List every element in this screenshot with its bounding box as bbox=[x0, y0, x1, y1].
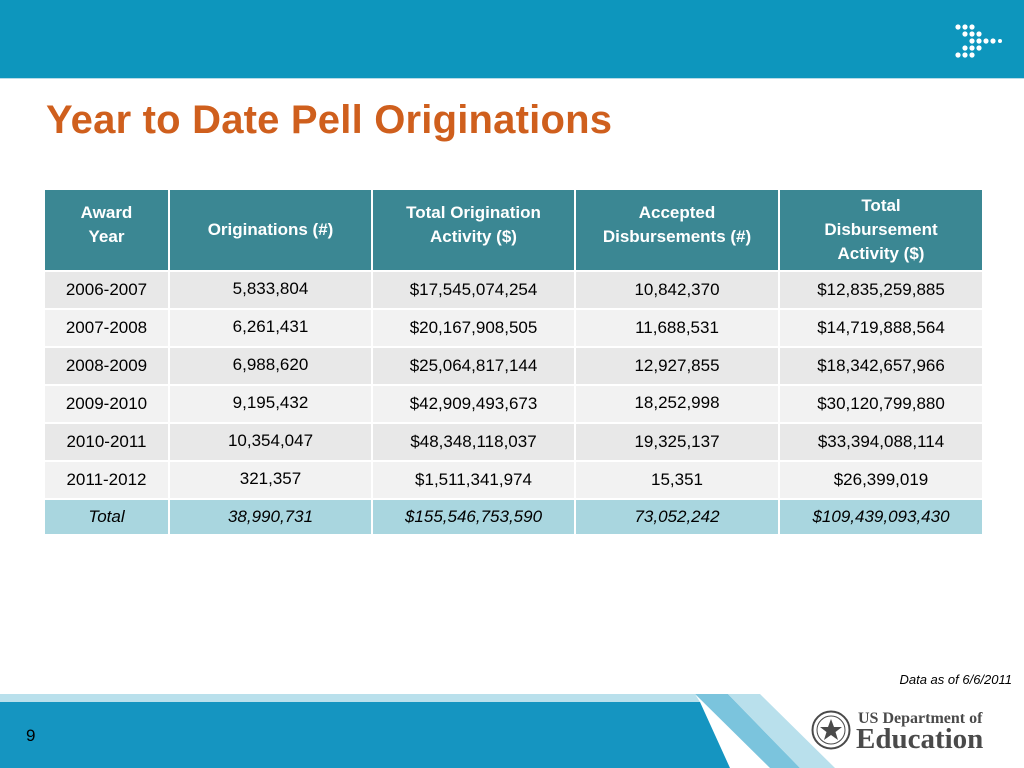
footer-stripes bbox=[0, 694, 835, 768]
department-name-line1: US Department of bbox=[858, 710, 983, 727]
cell-accepted-disbursements: 12,927,855 bbox=[574, 346, 780, 386]
cell-originations: 321,357 bbox=[168, 460, 373, 500]
header-originations: Originations (#) bbox=[168, 188, 373, 272]
cell-total-origination-activity: $42,909,493,673 bbox=[371, 384, 576, 424]
page-title: Year to Date Pell Originations bbox=[46, 98, 613, 142]
cell-total-origination-activity: $17,545,074,254 bbox=[371, 270, 576, 310]
header-total-origination-activity: Total Origination Activity ($) bbox=[371, 188, 576, 272]
cell-originations: 6,988,620 bbox=[168, 346, 373, 386]
cell-accepted-disbursements: 15,351 bbox=[574, 460, 780, 500]
cell-award-year: 2010-2011 bbox=[43, 422, 170, 462]
cell-total-disbursement-activity: $18,342,657,966 bbox=[778, 346, 984, 386]
total-origination-activity: $155,546,753,590 bbox=[371, 498, 576, 536]
data-as-of-note: Data as of 6/6/2011 bbox=[899, 672, 1012, 687]
cell-total-origination-activity: $20,167,908,505 bbox=[371, 308, 576, 348]
cell-total-disbursement-activity: $14,719,888,564 bbox=[778, 308, 984, 348]
cell-total-disbursement-activity: $12,835,259,885 bbox=[778, 270, 984, 310]
header-accepted-disbursements: Accepted Disbursements (#) bbox=[574, 188, 780, 272]
cell-award-year: 2008-2009 bbox=[43, 346, 170, 386]
cell-accepted-disbursements: 11,688,531 bbox=[574, 308, 780, 348]
total-originations: 38,990,731 bbox=[168, 498, 373, 536]
cell-award-year: 2009-2010 bbox=[43, 384, 170, 424]
cell-total-origination-activity: $25,064,817,144 bbox=[371, 346, 576, 386]
cell-accepted-disbursements: 10,842,370 bbox=[574, 270, 780, 310]
cell-total-disbursement-activity: $33,394,088,114 bbox=[778, 422, 984, 462]
top-banner bbox=[0, 0, 1024, 79]
cell-originations: 10,354,047 bbox=[168, 422, 373, 462]
header-total-disbursement-activity: Total Disbursement Activity ($) bbox=[778, 188, 984, 272]
header-award-year: Award Year bbox=[43, 188, 170, 272]
cell-accepted-disbursements: 19,325,137 bbox=[574, 422, 780, 462]
cell-total-disbursement-activity: $30,120,799,880 bbox=[778, 384, 984, 424]
department-seal-icon bbox=[811, 710, 851, 750]
cell-total-origination-activity: $48,348,118,037 bbox=[371, 422, 576, 462]
table-row: 2011-2012 321,357 $1,511,341,974 15,351 … bbox=[43, 460, 984, 500]
total-label: Total bbox=[43, 498, 170, 536]
pell-originations-table: Award Year Originations (#) Total Origin… bbox=[43, 188, 984, 536]
table-row: 2009-2010 9,195,432 $42,909,493,673 18,2… bbox=[43, 384, 984, 424]
cell-originations: 9,195,432 bbox=[168, 384, 373, 424]
page-number: 9 bbox=[26, 726, 36, 745]
total-disbursement-activity: $109,439,093,430 bbox=[778, 498, 984, 536]
cell-award-year: 2007-2008 bbox=[43, 308, 170, 348]
cell-award-year: 2011-2012 bbox=[43, 460, 170, 500]
table-row: 2007-2008 6,261,431 $20,167,908,505 11,6… bbox=[43, 308, 984, 348]
cell-accepted-disbursements: 18,252,998 bbox=[574, 384, 780, 424]
cell-award-year: 2006-2007 bbox=[43, 270, 170, 310]
cell-total-disbursement-activity: $26,399,019 bbox=[778, 460, 984, 500]
total-row: Total 38,990,731 $155,546,753,590 73,052… bbox=[43, 498, 984, 536]
dot-grid-arrow-icon bbox=[955, 24, 1002, 58]
total-accepted-disbursements: 73,052,242 bbox=[574, 498, 780, 536]
cell-originations: 6,261,431 bbox=[168, 308, 373, 348]
table-row: 2010-2011 10,354,047 $48,348,118,037 19,… bbox=[43, 422, 984, 462]
table-row: 2008-2009 6,988,620 $25,064,817,144 12,9… bbox=[43, 346, 984, 386]
cell-total-origination-activity: $1,511,341,974 bbox=[371, 460, 576, 500]
table-row: 2006-2007 5,833,804 $17,545,074,254 10,8… bbox=[43, 270, 984, 310]
cell-originations: 5,833,804 bbox=[168, 270, 373, 310]
table-header-row: Award Year Originations (#) Total Origin… bbox=[43, 188, 984, 272]
department-name-line2: Education bbox=[856, 723, 984, 755]
